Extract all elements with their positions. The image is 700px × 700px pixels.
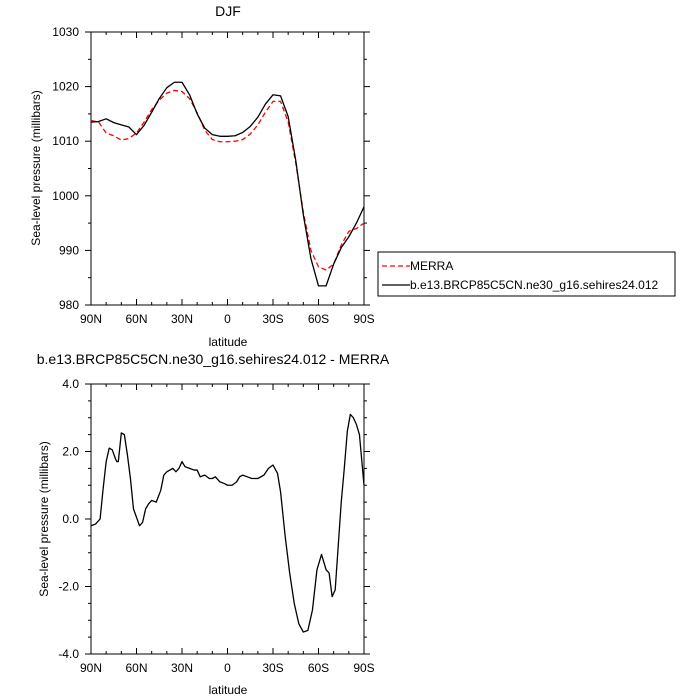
legend-label-merra: MERRA [410, 259, 453, 273]
x-tick-label: 90S [353, 661, 374, 675]
x-tick-label: 30N [171, 661, 193, 675]
y-tick-label: 1010 [52, 134, 79, 148]
x-tick-label: 60S [308, 661, 329, 675]
x-tick-label: 0 [224, 661, 231, 675]
chart-title: DJF [215, 3, 241, 19]
y-tick-labels: 980 990 1000 1010 1020 1030 [52, 25, 79, 312]
y-axis-label: Sea-level pressure (millibars) [29, 90, 43, 245]
y-tick-label: 1020 [52, 80, 79, 94]
legend: MERRA b.e13.BRCP85C5CN.ne30_g16.sehires2… [377, 251, 676, 297]
x-tick-label: 60N [125, 312, 147, 326]
series-lines [90, 81, 365, 287]
tick-marks [85, 31, 370, 306]
x-tick-labels: 90N 60N 30N 0 30S 60S 90S [80, 312, 375, 326]
y-tick-label: 1030 [52, 25, 79, 39]
sea-level-pressure-chart: DJF 90N 60N 30N 0 30S 60S 90S 980 990 1000 1010 10… [29, 3, 676, 349]
y-axis-label: Sea-level pressure (millibars) [37, 441, 51, 596]
tick-marks [85, 383, 370, 655]
x-tick-labels: 90N 60N 30N 0 30S 60S 90S [80, 661, 375, 675]
y-tick-labels: -4.0 -2.0 0.0 2.0 4.0 [58, 377, 79, 661]
series-line-difference [90, 413, 365, 633]
y-tick-label: -2.0 [58, 580, 79, 594]
y-tick-label: 0.0 [62, 512, 79, 526]
x-tick-label: 60S [308, 312, 329, 326]
series-line-merra [90, 89, 365, 271]
series-line-b-e13-brcp85c5cn-ne30-g16-sehires24-012 [90, 81, 365, 287]
x-tick-label: 30N [171, 312, 193, 326]
x-tick-label: 90S [353, 312, 374, 326]
chart-title: b.e13.BRCP85C5CN.ne30_g16.sehires24.012 … [37, 351, 390, 367]
y-tick-label: -4.0 [58, 647, 79, 661]
legend-label-model: b.e13.BRCP85C5CN.ne30_g16.sehires24.012 [410, 278, 658, 292]
plot-frame [90, 383, 365, 655]
x-tick-label: 60N [125, 661, 147, 675]
y-tick-label: 2.0 [62, 445, 79, 459]
y-tick-label: 1000 [52, 189, 79, 203]
y-tick-label: 4.0 [62, 377, 79, 391]
x-axis-label: latitude [209, 335, 248, 349]
legend-box [377, 251, 676, 297]
y-tick-label: 980 [59, 298, 79, 312]
series-lines [90, 413, 365, 633]
x-tick-label: 30S [262, 312, 283, 326]
difference-chart: b.e13.BRCP85C5CN.ne30_g16.sehires24.012 … [37, 351, 390, 697]
x-tick-label: 90N [80, 661, 102, 675]
plot-frame [90, 31, 365, 306]
x-axis-label: latitude [209, 683, 248, 697]
y-tick-label: 990 [59, 243, 79, 257]
x-tick-label: 0 [224, 312, 231, 326]
x-tick-label: 30S [262, 661, 283, 675]
x-tick-label: 90N [80, 312, 102, 326]
